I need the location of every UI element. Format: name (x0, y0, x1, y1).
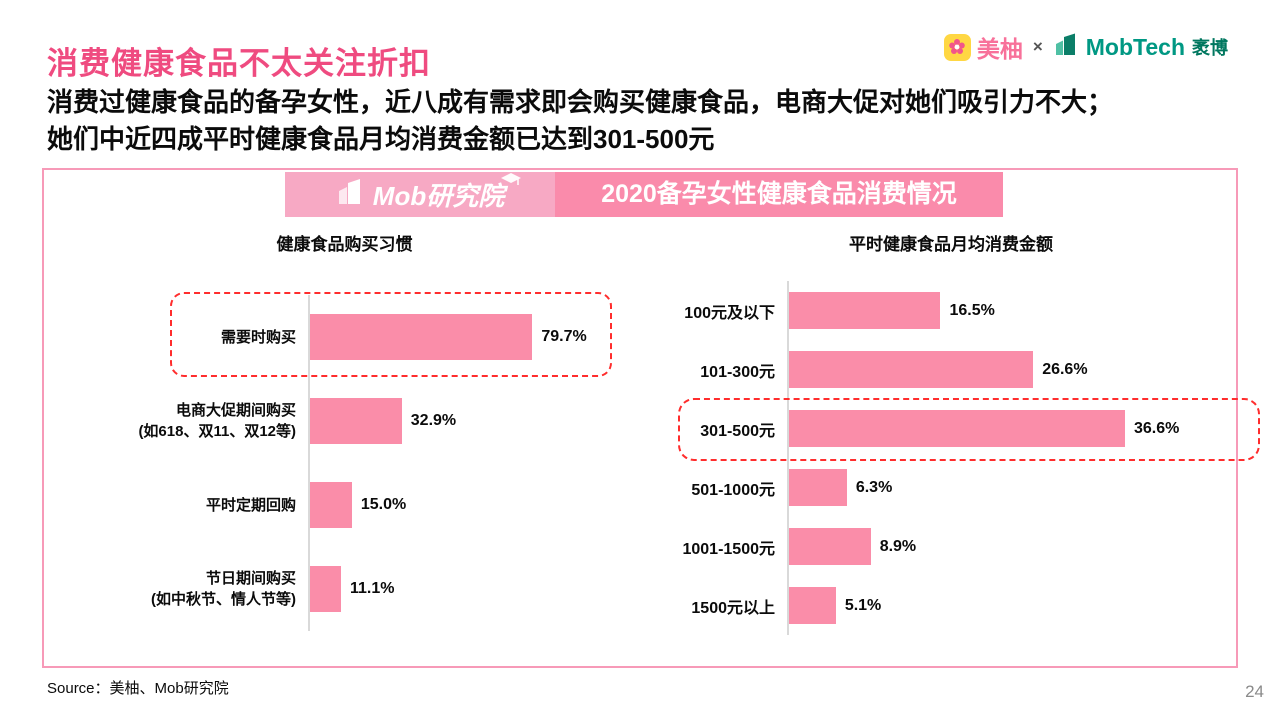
bar-row: 电商大促期间购买 (如618、双11、双12等) 32.9% (62, 379, 627, 463)
bar-value: 15.0% (360, 496, 407, 513)
bar (789, 410, 1125, 447)
mob-building-icon (336, 177, 364, 212)
bar-track: 8.9% (787, 517, 1238, 576)
bar-track: 15.0% (308, 463, 627, 547)
chart-monthly-spend: 平时健康食品月均消费金额 100元及以下 16.5% 101-300元 26.6% 30… (664, 234, 1260, 635)
meiyou-label: 美柚 (976, 36, 1023, 62)
bar-row: 平时定期回购 15.0% (62, 463, 627, 547)
category-label: 301-500元 (700, 422, 775, 440)
bar-row: 1500元以上 5.1% (664, 576, 1238, 635)
mobtech-logo: MobTech 袤博 (1053, 32, 1228, 63)
bar (789, 587, 836, 624)
page-number: 24 (1245, 682, 1264, 701)
category-label: 101-300元 (700, 363, 775, 381)
bar-value: 36.6% (1133, 419, 1180, 437)
page-subtitle: 消费过健康食品的备孕女性，近八成有需求即会购买健康食品，电商大促对她们吸引力不大… (47, 84, 1242, 158)
bar (789, 469, 847, 506)
bar-value: 11.1% (349, 580, 395, 597)
bar-value: 6.3% (855, 478, 893, 496)
bar (310, 482, 352, 528)
mob-research-badge: Mob研究院 (285, 172, 555, 217)
bar-row: 101-300元 26.6% (664, 340, 1238, 399)
bar-value: 32.9% (410, 412, 457, 429)
brand-logos: 美柚 × MobTech 袤博 (943, 30, 1228, 64)
bar (789, 528, 871, 565)
bar-track: 6.3% (787, 458, 1238, 517)
bar-track: 36.6% (787, 399, 1238, 458)
chart-title: 健康食品购买习惯 (276, 235, 413, 254)
chart-rows: 需要时购买 79.7% 电商大促期间购买 (如618、双11、双12等) 32.9% 平时… (62, 292, 627, 631)
bar-row: 需要时购买 79.7% (62, 292, 627, 379)
bar-value: 79.7% (541, 328, 587, 345)
category-label: 1001-1500元 (682, 540, 775, 558)
panel-banner-title: 2020备孕女性健康食品消费情况 (555, 172, 1003, 217)
mobtech-label: MobTech (1085, 33, 1185, 60)
bar-track: 32.9% (308, 379, 627, 463)
chart-rows: 100元及以下 16.5% 101-300元 26.6% 301-500元 36.6% 50… (664, 281, 1260, 635)
meiyou-flower-icon (943, 33, 971, 61)
category-label: 501-1000元 (691, 481, 775, 499)
graduation-cap-icon (501, 173, 521, 192)
chart-purchase-habits: 健康食品购买习惯 需要时购买 79.7% 电商大促期间购买 (如618、双11、双12… (62, 234, 627, 631)
bar (789, 351, 1034, 388)
mobtech-suffix: 袤博 (1192, 38, 1228, 58)
category-label: 节日期间购买 (如中秋节、情人节等) (151, 570, 296, 608)
bar-row: 节日期间购买 (如中秋节、情人节等) 11.1% (62, 547, 627, 631)
bar-value: 16.5% (949, 301, 995, 319)
category-label: 100元及以下 (684, 304, 775, 322)
bar (310, 566, 341, 612)
category-label: 电商大促期间购买 (如618、双11、双12等) (138, 402, 296, 440)
chart-panel: Mob研究院 2020备孕女性健康食品消费情况 健康食品购买习惯 需要时购买 79… (42, 168, 1260, 668)
bar-track: 11.1% (308, 547, 627, 631)
bar-row: 501-1000元 6.3% (664, 458, 1238, 517)
bar-value: 5.1% (844, 596, 882, 614)
category-label: 平时定期回购 (205, 496, 296, 514)
source-note: Source：美柚、Mob研究院 (47, 680, 229, 697)
bar-track: 16.5% (787, 281, 1238, 340)
bar-track: 26.6% (787, 340, 1238, 399)
logo-separator: × (1032, 37, 1043, 56)
bar (789, 292, 941, 329)
panel-header: Mob研究院 2020备孕女性健康食品消费情况 (285, 172, 1003, 217)
bar (310, 314, 533, 360)
bar-value: 8.9% (879, 537, 917, 555)
bar (310, 398, 402, 444)
category-label: 1500元以上 (691, 599, 775, 617)
mob-badge-label: Mob研究院 (372, 181, 505, 211)
meiyou-logo: 美柚 (943, 30, 1023, 64)
chart-title: 平时健康食品月均消费金额 (849, 235, 1053, 254)
bar-value: 26.6% (1042, 360, 1088, 378)
bar-row: 1001-1500元 8.9% (664, 517, 1238, 576)
bar-track: 5.1% (787, 576, 1238, 635)
page-title: 消费健康食品不太关注折扣 (47, 46, 431, 81)
subtitle-line-1: 消费过健康食品的备孕女性，近八成有需求即会购买健康食品，电商大促对她们吸引力不大… (47, 87, 1114, 117)
bar-row: 100元及以下 16.5% (664, 281, 1238, 340)
bar-track: 79.7% (308, 295, 627, 379)
bar-row: 301-500元 36.6% (664, 398, 1260, 461)
mobtech-building-icon (1053, 32, 1079, 63)
subtitle-line-2: 她们中近四成平时健康食品月均消费金额已达到301-500元 (47, 124, 715, 154)
category-label: 需要时购买 (220, 328, 296, 346)
